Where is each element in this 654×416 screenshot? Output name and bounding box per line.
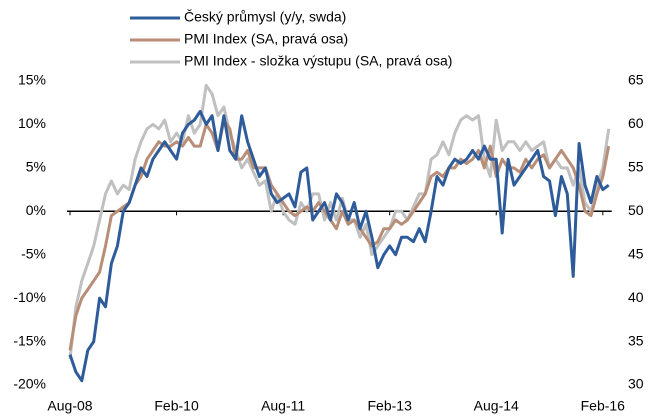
y-tick-label: -5% xyxy=(21,245,46,261)
x-tick-label: Feb-16 xyxy=(581,398,626,414)
y-tick-label: -10% xyxy=(13,289,46,305)
y2-tick-label: 45 xyxy=(628,245,644,261)
y-tick-label: 5% xyxy=(26,159,46,175)
y2-tick-label: 55 xyxy=(628,159,644,175)
y2-tick-label: 60 xyxy=(628,115,644,131)
legend-label: PMI Index - složka výstupu (SA, pravá os… xyxy=(184,53,452,69)
y-tick-label: 15% xyxy=(18,72,46,88)
y-tick-label: 0% xyxy=(26,202,46,218)
series-line xyxy=(68,83,611,360)
legend-label: Český průmysl (y/y, swda) xyxy=(184,9,346,25)
x-tick-label: Aug-11 xyxy=(261,398,305,414)
y2-tick-label: 35 xyxy=(628,332,644,348)
x-tick-label: Feb-13 xyxy=(368,398,413,414)
y-tick-label: -15% xyxy=(13,332,46,348)
series-line xyxy=(68,118,611,351)
x-tick-label: Aug-08 xyxy=(47,398,92,414)
y2-tick-label: 30 xyxy=(628,376,644,392)
x-tick-label: Aug-14 xyxy=(474,398,519,414)
y2-tick-label: 40 xyxy=(628,289,644,305)
y2-tick-label: 50 xyxy=(628,202,644,218)
x-tick-label: Feb-10 xyxy=(154,398,199,414)
y-tick-label: 10% xyxy=(18,115,46,131)
series-line xyxy=(68,109,610,383)
y2-tick-label: 65 xyxy=(628,72,644,88)
y-tick-label: -20% xyxy=(13,376,46,392)
legend-label: PMI Index (SA, pravá osa) xyxy=(184,31,348,47)
